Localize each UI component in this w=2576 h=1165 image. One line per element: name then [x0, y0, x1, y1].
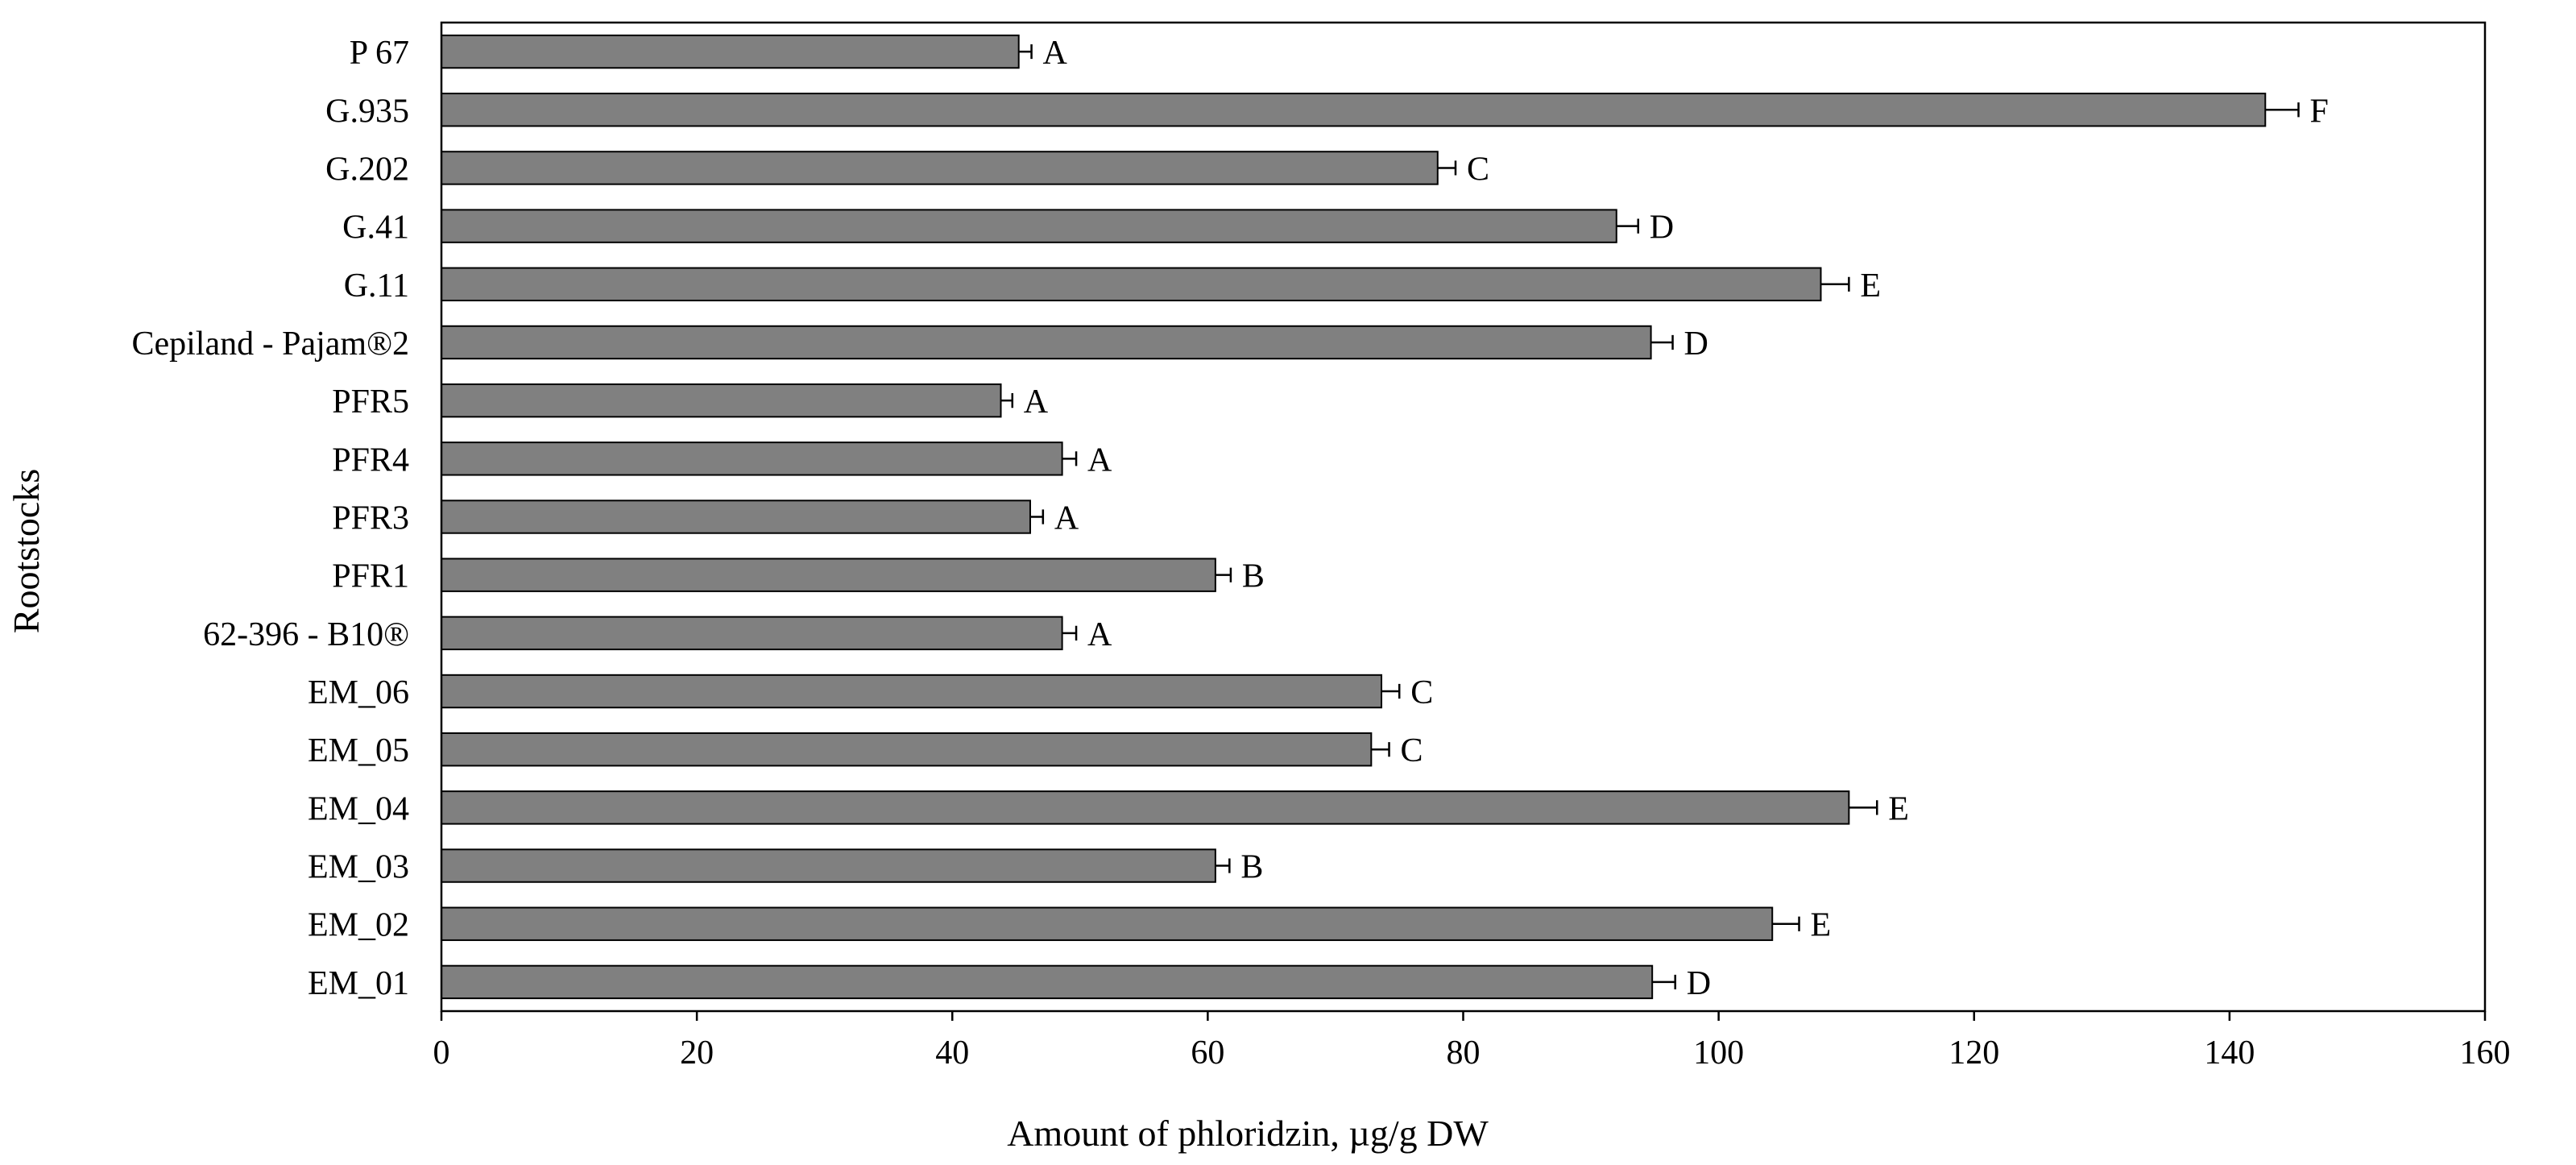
- error-bar-p-67: [1018, 44, 1033, 60]
- y-axis-title: Rootstocks: [6, 469, 47, 633]
- x-tick-label-0: 0: [433, 1034, 450, 1072]
- bar-em-05: [441, 732, 1373, 767]
- error-bar-g-41: [1616, 218, 1639, 234]
- category-label-em-03: EM_03: [308, 849, 409, 886]
- error-bar-em-01: [1652, 974, 1676, 990]
- category-label-em-04: EM_04: [308, 790, 409, 827]
- x-tick-label-120: 120: [1949, 1034, 1999, 1072]
- bar-62-396-b10: [441, 616, 1063, 651]
- error-bar-em-06: [1381, 683, 1401, 699]
- error-bar-em-02: [1772, 916, 1800, 931]
- bar-em-01: [441, 964, 1654, 1000]
- x-tick-label-100: 100: [1693, 1034, 1744, 1072]
- bar-g-11: [441, 267, 1822, 302]
- bar-pfr3: [441, 500, 1031, 534]
- significance-label-g-202: C: [1467, 151, 1489, 188]
- category-label-em-05: EM_05: [308, 732, 409, 769]
- category-label-pfr4: PFR4: [332, 442, 409, 479]
- category-label-em-01: EM_01: [308, 965, 409, 1002]
- significance-label-pfr4: A: [1087, 442, 1112, 479]
- error-bar-pfr5: [1000, 393, 1014, 408]
- category-label-cepiland-pajam-2: Cepiland - Pajam®2: [131, 325, 409, 363]
- significance-label-pfr5: A: [1024, 383, 1049, 421]
- bars-group: [441, 34, 2267, 1000]
- error-bars-group: [1000, 44, 2300, 990]
- category-label-g-935: G.935: [325, 93, 409, 130]
- error-bar-em-04: [1849, 800, 1878, 815]
- x-ticks-group: 0 20 40 60 80 100 120 140 160: [433, 1011, 2511, 1072]
- x-axis-title: Amount of phloridzin, µg/g DW: [1007, 1113, 1489, 1154]
- plot-frame: [440, 21, 2487, 1013]
- x-tick-label-80: 80: [1447, 1034, 1481, 1072]
- bar-pfr5: [441, 383, 1002, 418]
- bar-em-03: [441, 848, 1216, 883]
- bar-p-67: [441, 34, 1020, 69]
- bar-g-202: [441, 151, 1439, 185]
- error-bar-em-05: [1371, 742, 1390, 757]
- category-label-pfr3: PFR3: [332, 500, 409, 537]
- category-label-62-396-b10: 62-396 - B10®: [203, 616, 409, 653]
- significance-label-em-06: C: [1410, 674, 1433, 711]
- x-tick-label-140: 140: [2204, 1034, 2255, 1072]
- error-bar-g-202: [1437, 160, 1457, 176]
- error-bar-g-11: [1820, 276, 1850, 292]
- bar-em-04: [441, 790, 1850, 825]
- category-label-pfr1: PFR1: [332, 558, 409, 595]
- error-bar-cepiland-pajam-2: [1650, 334, 1674, 350]
- bar-em-02: [441, 906, 1774, 941]
- significance-label-g-41: D: [1650, 209, 1674, 247]
- x-tick-label-160: 160: [2460, 1034, 2511, 1072]
- significance-label-em-04: E: [1888, 790, 1909, 827]
- significance-label-em-03: B: [1240, 849, 1263, 886]
- significance-label-em-02: E: [1811, 907, 1832, 944]
- error-bar-em-03: [1215, 858, 1231, 873]
- error-bar-pfr3: [1029, 509, 1045, 524]
- category-label-em-06: EM_06: [308, 674, 409, 711]
- bar-pfr1: [441, 558, 1216, 592]
- category-label-g-202: G.202: [325, 151, 409, 188]
- category-label-em-02: EM_02: [308, 907, 409, 944]
- bar-g-41: [441, 209, 1617, 243]
- significance-label-em-01: D: [1687, 965, 1711, 1002]
- error-bar-62-396-b10: [1062, 625, 1078, 641]
- significance-label-g-935: F: [2309, 93, 2328, 130]
- significance-label-cepiland-pajam-2: D: [1684, 325, 1708, 363]
- x-tick-label-60: 60: [1191, 1034, 1224, 1072]
- significance-label-pfr1: B: [1242, 558, 1265, 595]
- bar-cepiland-pajam-2: [441, 325, 1652, 360]
- significance-label-p-67: A: [1043, 35, 1068, 72]
- category-label-pfr5: PFR5: [332, 383, 409, 421]
- error-bar-g-935: [2265, 102, 2300, 118]
- error-bar-pfr4: [1062, 451, 1078, 466]
- x-tick-label-40: 40: [935, 1034, 969, 1072]
- category-label-g-41: G.41: [342, 209, 409, 247]
- category-label-p-67: P 67: [350, 35, 409, 72]
- significance-label-pfr3: A: [1054, 500, 1079, 537]
- significance-label-em-05: C: [1401, 732, 1423, 769]
- x-tick-label-20: 20: [680, 1034, 714, 1072]
- category-labels-group: P 67 G.935 G.202 G.41 G.11 Cepiland - Pajam®2…: [131, 35, 409, 1002]
- significance-label-g-11: E: [1860, 267, 1881, 305]
- category-label-g-11: G.11: [344, 267, 409, 305]
- significance-label-62-396-b10: A: [1087, 616, 1112, 653]
- bar-em-06: [441, 674, 1383, 709]
- bar-g-935: [441, 93, 2267, 127]
- bar-pfr4: [441, 442, 1063, 476]
- error-bar-pfr1: [1215, 567, 1232, 582]
